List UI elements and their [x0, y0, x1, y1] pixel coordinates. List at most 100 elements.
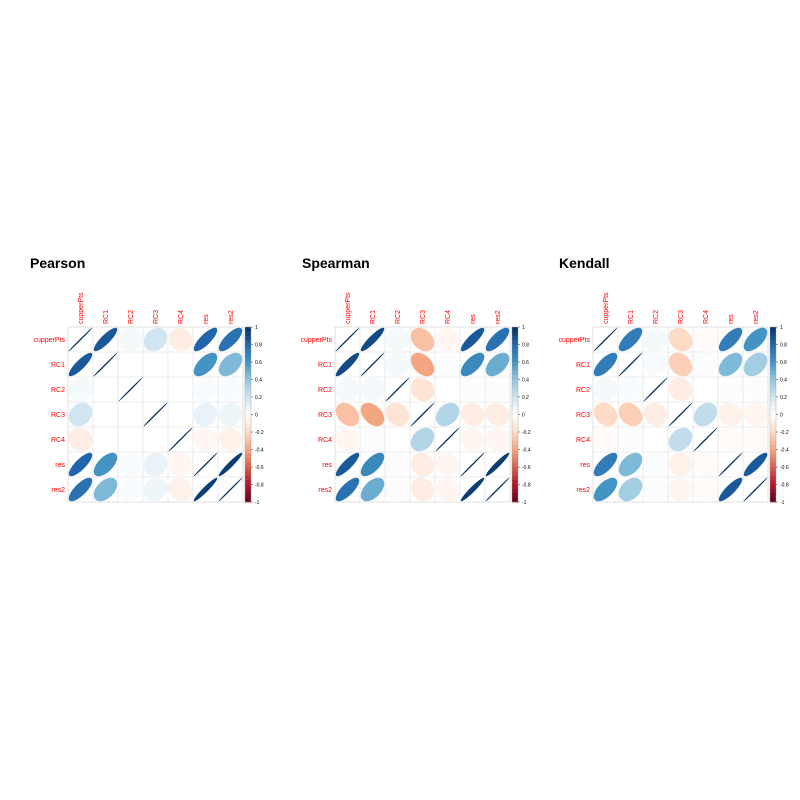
colorbar-segment: [245, 344, 251, 350]
correlation-ellipse: [460, 377, 485, 402]
colorbar-segment: [512, 327, 518, 332]
spearman-panel: Spearman cupperPts RC1 RC2 RC3 RC4 res res2 cup…: [300, 255, 530, 506]
panel-title: Spearman: [302, 255, 370, 271]
correlation-ellipse: [593, 477, 618, 502]
correlation-ellipse: [668, 452, 693, 477]
correlation-ellipse: [335, 452, 360, 477]
correlation-ellipse: [360, 327, 385, 352]
correlation-ellipse: [435, 477, 460, 502]
correlation-ellipse: [93, 327, 118, 352]
colorbar-segment: [245, 392, 251, 398]
correlation-ellipse: [218, 402, 243, 427]
correlation-ellipse: [618, 402, 643, 427]
correlation-ellipse: [693, 402, 718, 427]
colorbar-segment: [245, 440, 251, 446]
colorbar-segment: [512, 497, 518, 503]
correlation-ellipse: [168, 477, 193, 502]
colorbar-tick-label: -0.4: [780, 447, 789, 453]
correlation-ellipse: [435, 327, 460, 352]
correlation-ellipse: [93, 452, 118, 477]
colorbar-segment: [770, 379, 776, 385]
row-label: RC1: [51, 362, 65, 369]
colorbar-segment: [245, 383, 251, 389]
colorbar-segment: [512, 436, 518, 442]
correlation-ellipse: [460, 452, 485, 477]
colorbar-segment: [245, 488, 251, 494]
correlation-ellipse: [618, 377, 643, 402]
correlation-ellipse: [593, 352, 618, 377]
colorbar-segment: [512, 432, 518, 437]
colorbar-segment: [245, 331, 251, 337]
panel-title: Kendall: [559, 255, 610, 271]
correlation-ellipse: [593, 427, 618, 452]
correlation-ellipse: [485, 327, 510, 352]
correlation-ellipse: [193, 352, 218, 377]
correlation-ellipse: [360, 452, 385, 477]
correlation-ellipse: [485, 427, 510, 452]
row-label: res2: [51, 487, 65, 494]
colorbar-tick-label: -1: [780, 500, 785, 506]
colorbar-segment: [245, 449, 251, 455]
colorbar-tick-label: -0.6: [780, 465, 789, 471]
correlation-ellipse: [435, 352, 460, 377]
colorbar-segment: [770, 401, 776, 407]
colorbar-tick-label: -1: [522, 500, 527, 506]
correlation-ellipse: [410, 402, 435, 427]
colorbar-segment: [512, 335, 518, 341]
colorbar-segment: [245, 397, 251, 402]
correlation-ellipse: [218, 352, 243, 377]
correlation-ellipse: [643, 377, 668, 402]
row-label: RC2: [318, 387, 332, 394]
colorbar-segment: [770, 480, 776, 485]
colorbar-segment: [245, 401, 251, 407]
colorbar-segment: [512, 445, 518, 450]
column-label: RC1: [370, 310, 377, 324]
correlation-ellipse: [743, 402, 768, 427]
colorbar-segment: [512, 383, 518, 389]
correlation-ellipse: [618, 452, 643, 477]
colorbar-segment: [770, 418, 776, 424]
colorbar-segment: [770, 445, 776, 450]
colorbar-segment: [512, 397, 518, 402]
colorbar-segment: [770, 458, 776, 464]
colorbar-tick-label: -0.2: [522, 430, 531, 436]
correlation-ellipse: [168, 452, 193, 477]
correlation-ellipse: [485, 377, 510, 402]
colorbar-segment: [245, 357, 251, 363]
colorbar-segment: [245, 436, 251, 442]
correlation-ellipse: [68, 402, 93, 427]
correlation-ellipse: [410, 377, 435, 402]
correlation-ellipse: [693, 377, 718, 402]
row-label: RC3: [318, 412, 332, 419]
colorbar-tick-label: 0.2: [780, 395, 787, 401]
correlation-ellipse: [385, 327, 410, 352]
colorbar-segment: [770, 344, 776, 350]
correlation-ellipse: [93, 477, 118, 502]
column-label: RC4: [445, 310, 452, 324]
correlation-ellipse: [460, 477, 485, 502]
colorbar-tick-label: 0.8: [255, 342, 262, 348]
colorbar-segment: [245, 340, 251, 345]
correlation-ellipse: [68, 452, 93, 477]
column-label: res2: [228, 310, 235, 324]
colorbar-segment: [245, 366, 251, 372]
colorbar-segment: [770, 388, 776, 394]
colorbar-segment: [512, 348, 518, 354]
correlation-ellipse: [693, 427, 718, 452]
correlation-ellipse: [193, 377, 218, 402]
correlation-ellipse: [643, 427, 668, 452]
correlation-ellipse: [143, 377, 168, 402]
correlation-ellipse: [643, 327, 668, 352]
correlation-ellipse: [193, 452, 218, 477]
colorbar-segment: [245, 388, 251, 394]
colorbar-segment: [512, 440, 518, 446]
column-label: RC3: [153, 310, 160, 324]
colorbar-tick-label: -0.2: [780, 430, 789, 436]
correlation-ellipse: [743, 477, 768, 502]
correlation-ellipse: [360, 377, 385, 402]
correlation-ellipse: [668, 327, 693, 352]
column-label: res2: [753, 310, 760, 324]
colorbar-segment: [512, 357, 518, 363]
correlation-ellipse: [335, 427, 360, 452]
correlation-ellipse: [68, 377, 93, 402]
